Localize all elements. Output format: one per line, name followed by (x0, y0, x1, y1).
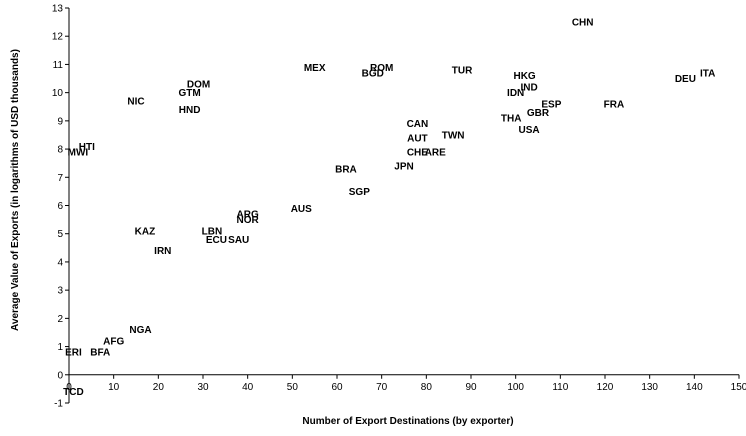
x-tick-label: 120 (597, 382, 614, 393)
data-point-label: GTM (178, 88, 200, 99)
data-point-label: NIC (127, 97, 144, 108)
data-point-label: ESP (541, 99, 561, 110)
y-tick-label: 7 (57, 173, 63, 184)
x-tick-label: 20 (153, 382, 165, 393)
data-point-label: FRA (604, 99, 625, 110)
data-point-label: TCD (63, 387, 84, 398)
data-point-label: MEX (304, 63, 326, 74)
data-point-label: USA (519, 125, 540, 136)
data-point-label: ERI (65, 348, 82, 359)
x-tick-label: 60 (331, 382, 343, 393)
data-point-label: SAU (228, 235, 249, 246)
data-point-label: JPN (394, 162, 413, 173)
y-tick-label: 4 (57, 257, 63, 268)
data-point-label: THA (501, 114, 522, 125)
data-point-label: MWI (68, 147, 89, 158)
data-point-label: GBR (527, 108, 550, 119)
data-point-label: HKG (513, 71, 535, 82)
y-tick-label: 5 (57, 229, 63, 240)
x-tick-label: 140 (686, 382, 703, 393)
x-tick-label: 40 (242, 382, 254, 393)
y-tick-label: 3 (57, 286, 63, 297)
y-tick-label: 10 (52, 88, 64, 99)
x-tick-label: 10 (108, 382, 120, 393)
data-point-label: ITA (700, 68, 715, 79)
data-point-label: CAN (407, 119, 429, 130)
x-tick-label: 50 (287, 382, 299, 393)
data-point-label: TUR (452, 66, 473, 77)
data-point-label: BRA (335, 164, 357, 175)
data-point-label: ECU (206, 235, 227, 246)
data-point-label: NGA (129, 325, 151, 336)
y-tick-label: -1 (54, 399, 63, 410)
data-point-label: HND (179, 105, 201, 116)
x-axis-title: Number of Export Destinations (by export… (302, 416, 513, 427)
data-point-label: TWN (442, 130, 465, 141)
x-tick-label: 130 (641, 382, 658, 393)
x-tick-label: 150 (731, 382, 746, 393)
data-point-label: BGD (362, 68, 384, 79)
plot-area: 0 10 20 30 40 50 60 70 80 90 100 110 120 130 140 150 -1… (52, 4, 746, 410)
data-point-label: ARG (237, 209, 259, 220)
y-tick-label: 9 (57, 116, 63, 127)
data-point-label: DOM (187, 80, 210, 91)
data-point-label: DEU (675, 74, 696, 85)
y-tick-label: 8 (57, 145, 63, 156)
data-point-label: AUS (291, 204, 312, 215)
x-tick-label: 90 (465, 382, 477, 393)
data-point-label: CHN (572, 18, 594, 29)
data-point-label: KAZ (135, 226, 156, 237)
x-tick-label: 30 (197, 382, 209, 393)
data-point-label: IDN (507, 88, 524, 99)
data-point-label: HTI (79, 142, 95, 153)
data-point-label: ROM (370, 63, 393, 74)
y-tick-label: 11 (53, 60, 64, 71)
data-point-label: CHE (407, 147, 428, 158)
x-axis-ticks: 0 10 20 30 40 50 60 70 80 90 100 110 120 130 140 150 (66, 374, 746, 393)
data-point-label: ARE (425, 147, 446, 158)
data-point-label: IRN (154, 246, 171, 257)
y-tick-label: 12 (52, 32, 64, 43)
y-tick-label: 2 (57, 314, 63, 325)
x-tick-label: 80 (421, 382, 433, 393)
y-tick-label: 0 (57, 370, 63, 381)
data-point-label: NOR (237, 215, 260, 226)
data-point-label: BFA (90, 348, 110, 359)
x-tick-label: 100 (507, 382, 524, 393)
y-tick-label: 1 (57, 342, 63, 353)
x-tick-label: 70 (376, 382, 388, 393)
data-point-label: SGP (349, 187, 370, 198)
data-point-label: IND (520, 83, 537, 94)
y-tick-label: 6 (57, 201, 63, 212)
data-point-label: LBN (202, 226, 223, 237)
x-tick-label: 110 (552, 382, 568, 393)
data-point-label: AUT (407, 133, 428, 144)
x-tick-label: 0 (66, 382, 72, 393)
data-point-label: AFG (103, 336, 124, 347)
y-axis-title: Average Value of Exports (in logarithms … (10, 49, 21, 331)
y-tick-label: 13 (52, 4, 64, 15)
